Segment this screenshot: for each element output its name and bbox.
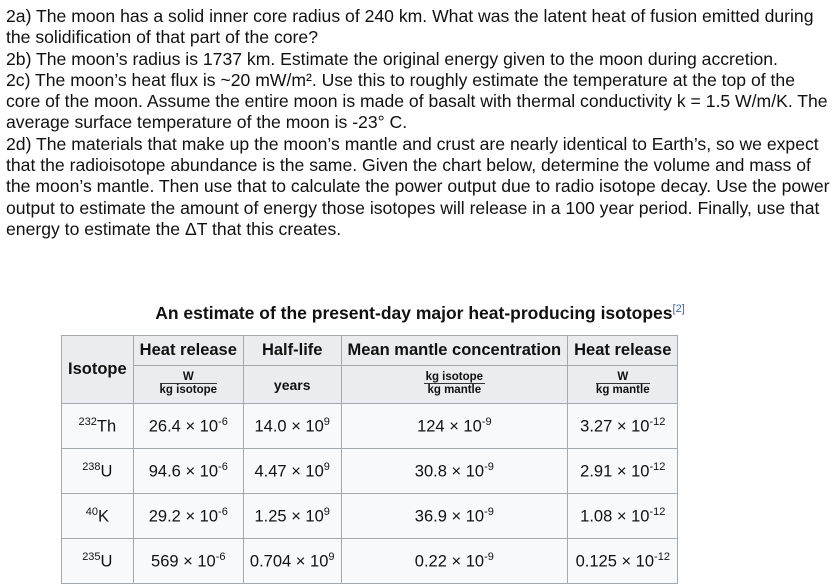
cell-isotope: 40K [61, 493, 134, 539]
col-heat-release-mantle: Heat release [567, 335, 679, 366]
question-2d: 2d) The materials that make up the moon’… [6, 133, 830, 239]
col-mantle-conc: Mean mantle concentration [340, 335, 569, 366]
cell-isotope: 238U [61, 448, 134, 494]
question-2a: 2a) The moon has a solid inner core radi… [6, 6, 814, 48]
unit-num: W [595, 371, 650, 384]
question-2c: 2c) The moon’s heat flux is ~20 mW/m². U… [6, 69, 828, 133]
table-caption-text: An estimate of the present-day major hea… [155, 303, 673, 323]
citation-link[interactable]: [2] [672, 303, 685, 316]
cell-heat-release-mantle: 3.27 × 10-12 [567, 403, 679, 449]
table-row: 40K 29.2 × 10-6 1.25 × 109 36.9 × 10-9 1.08 … [61, 493, 679, 539]
unit-num: W [159, 371, 218, 384]
cell-heat-release-mantle: 2.91 × 10-12 [567, 448, 679, 494]
cell-heat-release: 569 × 10-6 [132, 538, 244, 584]
cell-mantle-conc: 36.9 × 10-9 [340, 493, 569, 539]
cell-isotope: 232Th [61, 403, 134, 449]
unit-den: kg isotope [159, 384, 218, 396]
cell-mantle-conc: 124 × 10-9 [340, 403, 569, 449]
cell-half-life: 1.25 × 109 [242, 493, 342, 539]
unit-half-life: years [242, 365, 342, 404]
header-row: Isotope Heat release Half-life Mean mant… [61, 335, 679, 404]
cell-heat-release-mantle: 1.08 × 10-12 [567, 493, 679, 539]
question-2b: 2b) The moon’s radius is 1737 km. Estima… [6, 48, 778, 69]
table-caption: An estimate of the present-day major hea… [0, 303, 840, 324]
unit-den: kg mantle [595, 384, 650, 396]
unit-den: kg mantle [427, 384, 482, 396]
cell-half-life: 4.47 × 109 [242, 448, 342, 494]
cell-heat-release: 94.6 × 10-6 [132, 448, 244, 494]
unit-num: kg isotope [423, 371, 486, 384]
cell-isotope: 235U [61, 538, 134, 584]
isotope-table: Isotope Heat release Half-life Mean mant… [61, 335, 679, 584]
cell-heat-release-mantle: 0.125 × 10-12 [567, 538, 679, 584]
col-heat-release: Heat release [132, 335, 244, 366]
table-row: 235U 569 × 10-6 0.704 × 109 0.22 × 10-9 0.12… [61, 538, 679, 584]
table-row: 238U 94.6 × 10-6 4.47 × 109 30.8 × 10-9 2.91… [61, 448, 679, 494]
cell-heat-release: 29.2 × 10-6 [132, 493, 244, 539]
col-half-life: Half-life [242, 335, 342, 366]
unit-mantle-conc: kg isotope kg mantle [340, 365, 569, 404]
col-isotope: Isotope [61, 335, 134, 404]
cell-mantle-conc: 30.8 × 10-9 [340, 448, 569, 494]
cell-half-life: 14.0 × 109 [242, 403, 342, 449]
problem-text: 2a) The moon has a solid inner core radi… [6, 6, 834, 240]
cell-heat-release: 26.4 × 10-6 [132, 403, 244, 449]
table-row: 232Th 26.4 × 10-6 14.0 × 109 124 × 10-9 3.27… [61, 403, 679, 449]
cell-mantle-conc: 0.22 × 10-9 [340, 538, 569, 584]
cell-half-life: 0.704 × 109 [242, 538, 342, 584]
